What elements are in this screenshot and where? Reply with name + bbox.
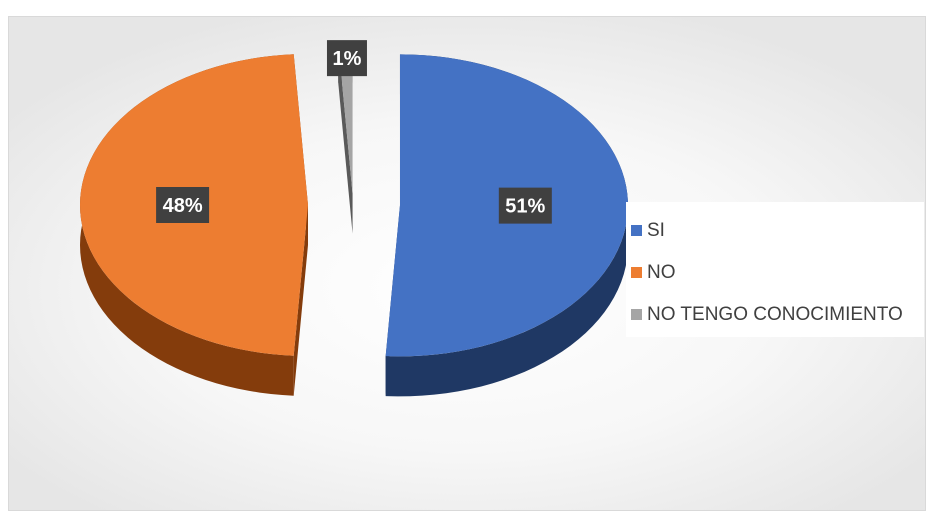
data-label-no-tengo-conocimiento: 1%: [326, 40, 367, 77]
data-label-box-si: [498, 187, 552, 224]
data-label-si: 51%: [498, 187, 552, 224]
legend-item-si: SI: [626, 214, 924, 247]
pie-slice-no: [79, 54, 309, 396]
data-label-box-no-tengo-conocimiento: [326, 40, 367, 77]
data-label-box-no: [156, 187, 210, 223]
data-label-text-no-tengo-conocimiento: 1%: [333, 48, 362, 70]
pie-slice-edge-no-tengo-conocimiento: [338, 42, 353, 234]
legend-label-no: NO: [647, 261, 676, 283]
legend-item-no: NO: [626, 256, 924, 289]
legend-swatch-si: [631, 225, 642, 236]
pie-slice-si: [385, 54, 628, 397]
chart-area: 51% 48% 1% SI NO NO TENGO CONOCIMIENTO: [8, 16, 926, 511]
pie-chart: 51% 48% 1%: [79, 40, 628, 397]
pie-slice-edge-no: [293, 205, 308, 396]
chart-legend: SI NO NO TENGO CONOCIMIENTO: [626, 202, 924, 337]
legend-swatch-no: [631, 267, 642, 278]
legend-swatch-no-tengo-conocimiento: [631, 309, 642, 320]
pie-slice-top-no-tengo-conocimiento: [338, 42, 353, 194]
legend-item-no-tengo-conocimiento: NO TENGO CONOCIMIENTO: [626, 298, 924, 331]
data-label-no: 48%: [156, 187, 210, 223]
data-label-text-si: 51%: [505, 196, 545, 218]
data-labels: 51% 48% 1%: [156, 40, 552, 224]
legend-label-si: SI: [647, 219, 665, 241]
data-label-text-no: 48%: [163, 195, 203, 217]
legend-label-no-tengo-conocimiento: NO TENGO CONOCIMIENTO: [647, 303, 903, 325]
